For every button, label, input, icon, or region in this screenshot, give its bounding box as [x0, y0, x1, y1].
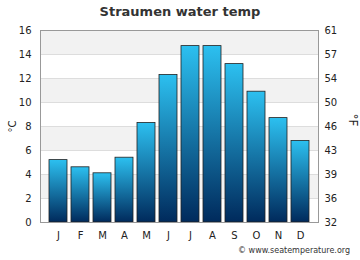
svg-text:61: 61 [325, 25, 338, 36]
svg-text:46: 46 [325, 121, 338, 132]
svg-text:N: N [275, 230, 282, 241]
svg-text:°F: °F [346, 114, 360, 127]
svg-text:A: A [121, 230, 128, 241]
svg-text:16: 16 [19, 25, 32, 36]
svg-text:M: M [98, 230, 107, 241]
svg-text:36: 36 [325, 193, 338, 204]
svg-text:J: J [56, 230, 60, 241]
svg-text:43: 43 [325, 145, 338, 156]
svg-text:6: 6 [25, 145, 31, 156]
svg-text:32: 32 [325, 217, 338, 228]
svg-text:0: 0 [25, 217, 31, 228]
svg-text:57: 57 [325, 49, 338, 60]
html-text:Straumen water temp: Straumen water temp [99, 4, 261, 19]
svg-text:F: F [78, 230, 84, 241]
svg-text:50: 50 [325, 97, 338, 108]
html-text:© www.seatemperature.org: © www.seatemperature.org [238, 246, 350, 255]
svg-text:A: A [209, 230, 216, 241]
svg-text:J: J [166, 230, 170, 241]
svg-text:8: 8 [25, 121, 31, 132]
svg-text:J: J [188, 230, 192, 241]
svg-text:M: M [142, 230, 151, 241]
svg-text:D: D [297, 230, 305, 241]
svg-text:S: S [231, 230, 237, 241]
svg-text:54: 54 [325, 73, 338, 84]
svg-text:O: O [253, 230, 261, 241]
svg-text:4: 4 [25, 169, 31, 180]
svg-text:14: 14 [19, 49, 32, 60]
svg-text:12: 12 [19, 73, 32, 84]
svg-text:10: 10 [19, 97, 32, 108]
svg-text:°C: °C [7, 120, 18, 132]
svg-text:39: 39 [325, 169, 338, 180]
svg-text:2: 2 [25, 193, 31, 204]
